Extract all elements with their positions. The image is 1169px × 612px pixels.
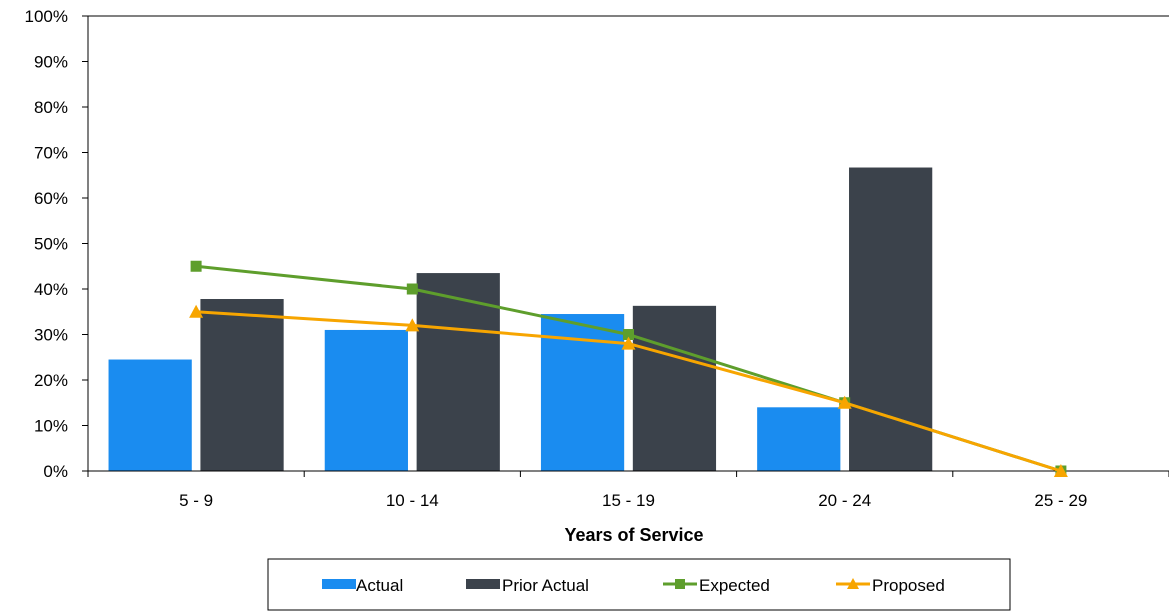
x-tick-label: 15 - 19 xyxy=(602,491,655,510)
marker-proposed xyxy=(1053,464,1068,477)
y-tick-label: 80% xyxy=(34,98,68,117)
x-tick-label: 25 - 29 xyxy=(1034,491,1087,510)
legend-marker-proposed xyxy=(847,578,859,589)
legend-item-actual: Actual xyxy=(322,576,403,595)
y-tick-label: 40% xyxy=(34,280,68,299)
marker-proposed xyxy=(405,318,420,332)
x-ticks: 5 - 9 10 - 14 15 - 19 20 - 24 25 - 29 xyxy=(87,471,1169,510)
legend-label-prior-actual: Prior Actual xyxy=(502,576,589,595)
bar-prior-actual xyxy=(200,299,284,471)
marker-proposed xyxy=(837,395,852,409)
y-tick-label: 20% xyxy=(34,371,68,390)
y-tick-label: 60% xyxy=(34,189,68,208)
x-tick-label: 10 - 14 xyxy=(386,491,439,510)
x-axis-title: Years of Service xyxy=(564,525,703,545)
y-tick-label: 70% xyxy=(34,144,68,163)
bar-prior-actual xyxy=(632,305,717,471)
legend: Actual Prior Actual Expected Proposed xyxy=(267,558,1011,611)
legend-item-prior-actual: Prior Actual xyxy=(466,576,589,595)
bars-layer xyxy=(108,167,933,471)
legend-swatch-actual xyxy=(322,579,356,589)
bar-actual xyxy=(757,407,841,471)
marker-expected xyxy=(406,283,418,295)
y-tick-label: 50% xyxy=(34,235,68,254)
legend-item-proposed: Proposed xyxy=(836,576,945,595)
y-tick-label: 90% xyxy=(34,53,68,72)
bar-actual xyxy=(108,359,192,471)
marker-expected xyxy=(623,329,634,340)
y-tick-label: 0% xyxy=(43,462,68,481)
legend-label-actual: Actual xyxy=(356,576,403,595)
lines-layer xyxy=(189,260,1068,477)
legend-label-proposed: Proposed xyxy=(872,576,945,595)
marker-proposed xyxy=(189,304,204,318)
legend-swatch-prior-actual xyxy=(466,579,500,589)
marker-proposed xyxy=(621,336,636,350)
bar-prior-actual xyxy=(849,167,933,471)
y-tick-label: 100% xyxy=(25,7,68,26)
legend-label-expected: Expected xyxy=(699,576,770,595)
x-tick-label: 5 - 9 xyxy=(179,491,213,510)
bar-prior-actual xyxy=(416,273,500,471)
y-ticks: 0% 10% 20% 30% 40% 50% 60% 70% 80% 90% 100% xyxy=(25,7,88,481)
bar-actual xyxy=(324,329,408,471)
x-tick-label: 20 - 24 xyxy=(818,491,871,510)
y-tick-label: 10% xyxy=(34,417,68,436)
marker-expected xyxy=(190,260,202,272)
legend-box xyxy=(267,558,1011,611)
y-tick-label: 30% xyxy=(34,326,68,345)
legend-item-expected: Expected xyxy=(663,576,770,595)
legend-marker-expected xyxy=(675,579,685,589)
